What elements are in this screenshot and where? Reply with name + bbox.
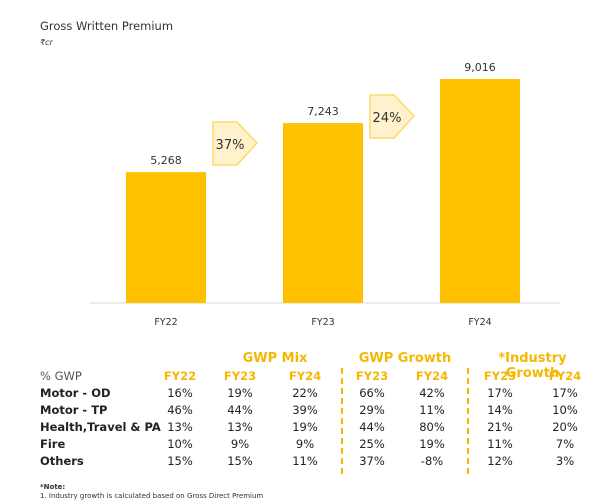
table-cell: 10% [167,437,193,451]
growth-arrow [212,121,259,166]
table-cell: 19% [227,386,253,400]
table-cell: 42% [419,386,445,400]
table-cell: 3% [555,454,575,468]
table-cell: 14% [487,403,513,417]
table-cell: 46% [167,403,193,417]
table-cell: -8% [420,454,444,468]
data-label: 5,268 [150,154,182,167]
x-tick-label: FY22 [154,317,177,328]
row-label: Motor - OD [40,386,111,400]
table-cell: 20% [552,420,578,434]
table-cell: 10% [552,403,578,417]
table-cell: 37% [359,454,385,468]
table-cell: 29% [359,403,385,417]
x-tick-label: FY24 [468,317,491,328]
table-cell: 19% [292,420,318,434]
bar-FY24 [440,79,520,303]
table-cell: 80% [419,420,445,434]
column-header: FY24 [548,369,582,383]
table-cell: 39% [292,403,318,417]
note-heading: *Note: [40,483,66,491]
table-cell: 22% [292,386,318,400]
table-cell: 7% [555,437,575,451]
growth-label: 24% [373,111,402,126]
data-label: 9,016 [464,61,496,74]
column-header: FY24 [288,369,322,383]
column-header: FY24 [415,369,449,383]
x-tick-label: FY23 [311,317,334,328]
group-header: GWP Mix [242,351,308,366]
table-cell: 66% [359,386,385,400]
row-label: Fire [40,437,66,451]
row-label: Others [40,454,84,468]
table-cell: 11% [487,437,513,451]
data-label: 7,243 [307,105,339,118]
table-cell: 44% [359,420,385,434]
bar-chart: 5,268 FY22 7,243 FY23 9,016 FY24 37% 24% [90,61,560,328]
column-header: FY23 [355,369,389,383]
column-header: FY23 [483,369,517,383]
table-cell: 15% [167,454,193,468]
table-cell: 13% [167,420,193,434]
group-header: *Industry Growth [498,351,567,381]
table-cell: 17% [552,386,578,400]
growth-label: 37% [216,138,245,153]
bar-FY22 [126,172,206,303]
group-header: GWP Growth [358,351,452,366]
table-cell: 11% [292,454,318,468]
table-cell: 25% [359,437,385,451]
column-header: FY23 [223,369,257,383]
table-cell: 15% [227,454,253,468]
table-cell: 9% [230,437,250,451]
growth-arrow [369,94,416,139]
divider [341,368,343,474]
table-cell: 13% [227,420,253,434]
bar-FY23 [283,123,363,304]
row-label: Health,Travel & PA [40,420,161,434]
chart-unit: ₹cr [40,38,53,47]
table-cell: 44% [227,403,253,417]
row-label: Motor - TP [40,403,108,417]
note-line: 1. Industry growth is calculated based o… [40,492,264,500]
table-cell: 9% [295,437,315,451]
table-cell: 12% [487,454,513,468]
divider [467,368,469,474]
table-cell: 16% [167,386,193,400]
table-cell: 11% [419,403,445,417]
table-cell: 21% [487,420,513,434]
table-cell: 17% [487,386,513,400]
table-cell: 19% [419,437,445,451]
chart-title: Gross Written Premium [40,19,174,33]
header-label: % GWP [40,369,82,383]
column-header: FY22 [163,369,197,383]
